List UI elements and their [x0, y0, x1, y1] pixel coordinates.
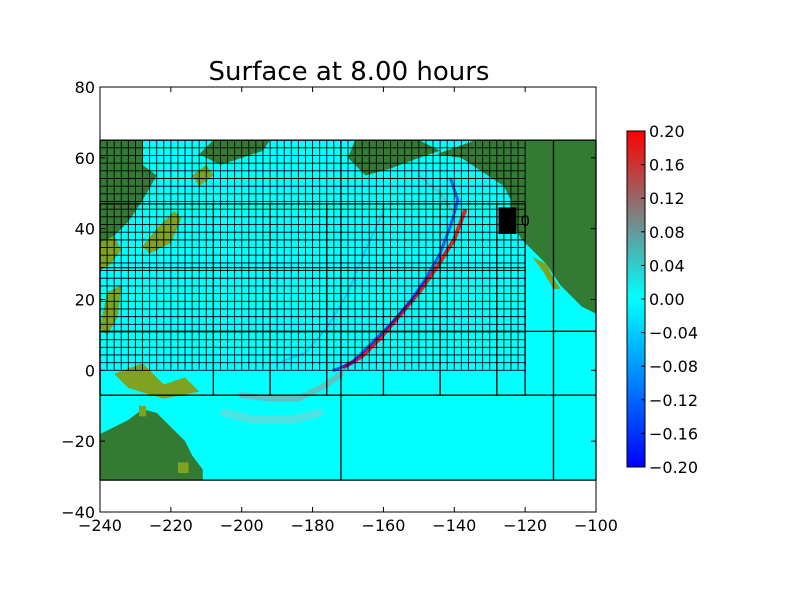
- y-tick-label: −40: [61, 503, 95, 522]
- colorbar-tick-label: 0.00: [649, 290, 685, 309]
- y-tick-label: 20: [75, 291, 95, 310]
- colorbar-tick-label: −0.08: [649, 357, 698, 376]
- land-australia: [100, 409, 203, 481]
- colorbar-tick-label: −0.20: [649, 458, 698, 477]
- gauge-marker: [498, 207, 517, 234]
- x-tick-label: −180: [291, 516, 335, 535]
- colorbar-tick-label: 0.08: [649, 223, 685, 242]
- land-philippines: [100, 285, 122, 335]
- colorbar-tick-label: 0.04: [649, 256, 685, 275]
- y-tick-label: 0: [85, 361, 95, 380]
- x-tick-label: −200: [220, 516, 264, 535]
- colorbar: 0.20 0.16 0.12 0.08 0.04 0.00 −0.04 −0.08 −0.12 −…: [626, 122, 698, 477]
- y-tick-label: 60: [75, 149, 95, 168]
- land-shallow-australia: [177, 462, 189, 474]
- colorbar-tick-label: −0.12: [649, 391, 698, 410]
- colorbar-tick-label: −0.04: [649, 324, 698, 343]
- land-kamchatka: [192, 164, 214, 187]
- plot-area: 0: [99, 86, 597, 513]
- y-tick-label: 40: [75, 220, 95, 239]
- colorbar-tick-label: 0.16: [649, 156, 685, 175]
- land-new-guinea: [114, 363, 200, 399]
- x-tick-label: −120: [503, 516, 547, 535]
- chart-title: Surface at 8.00 hours: [209, 57, 490, 87]
- land-cape-york: [138, 405, 147, 417]
- x-tick-label: −160: [361, 516, 405, 535]
- x-tick-label: −240: [78, 516, 122, 535]
- colorbar-tick-label: 0.12: [649, 189, 685, 208]
- gauge-label: 0: [521, 212, 531, 230]
- wave-south-front: [238, 370, 344, 402]
- colorbar-tick-label: −0.16: [649, 424, 698, 443]
- land-alaska: [348, 140, 441, 176]
- x-tick-label: −140: [432, 516, 476, 535]
- y-axis: 80 60 40 20 0 −20 −40: [61, 78, 596, 522]
- x-tick-label: −100: [574, 516, 618, 535]
- y-tick-label: 80: [75, 78, 95, 97]
- x-tick-label: −220: [149, 516, 193, 535]
- wave-south-trail: [220, 408, 324, 424]
- y-tick-label: −20: [61, 432, 95, 451]
- wave-inner: [276, 209, 385, 365]
- x-axis: −240 −220 −200 −180 −160 −140 −120 −100: [78, 87, 618, 535]
- colorbar-tick-label: 0.20: [649, 122, 685, 141]
- land-asia-coast: [100, 235, 122, 272]
